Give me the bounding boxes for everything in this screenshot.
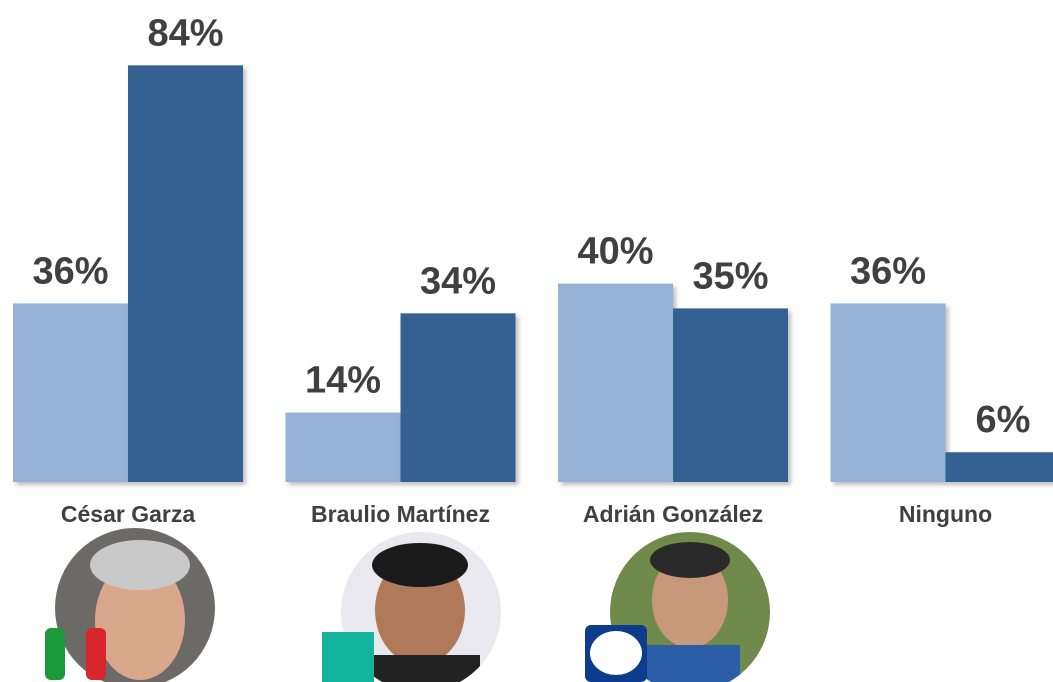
- bar: [13, 303, 128, 482]
- bar: [673, 308, 788, 482]
- bar: [831, 303, 946, 482]
- x-tick-label: Braulio Martínez: [311, 501, 490, 527]
- value-label: 14%: [305, 360, 381, 402]
- bar: [558, 284, 673, 482]
- value-label: 36%: [32, 250, 108, 292]
- value-label: 40%: [577, 231, 653, 273]
- x-tick-label: Adrián González: [583, 501, 763, 527]
- chart: César Garza 36% 84% Braulio Martínez 14% 34% A…: [0, 0, 1053, 682]
- x-tick-label: Ninguno: [899, 501, 992, 527]
- bar: [128, 65, 243, 482]
- photo: [55, 528, 215, 682]
- x-tick-label: César Garza: [61, 501, 195, 527]
- value-label: 36%: [850, 250, 926, 292]
- value-label: 6%: [976, 399, 1031, 441]
- party-logo: [590, 631, 642, 675]
- value-label: 34%: [420, 260, 496, 302]
- bar: [286, 413, 401, 482]
- party-logo: [322, 632, 374, 682]
- bar: [946, 452, 1053, 482]
- bar: [401, 313, 516, 482]
- value-label: 35%: [692, 255, 768, 297]
- value-label: 84%: [147, 12, 223, 54]
- photos: [45, 528, 770, 682]
